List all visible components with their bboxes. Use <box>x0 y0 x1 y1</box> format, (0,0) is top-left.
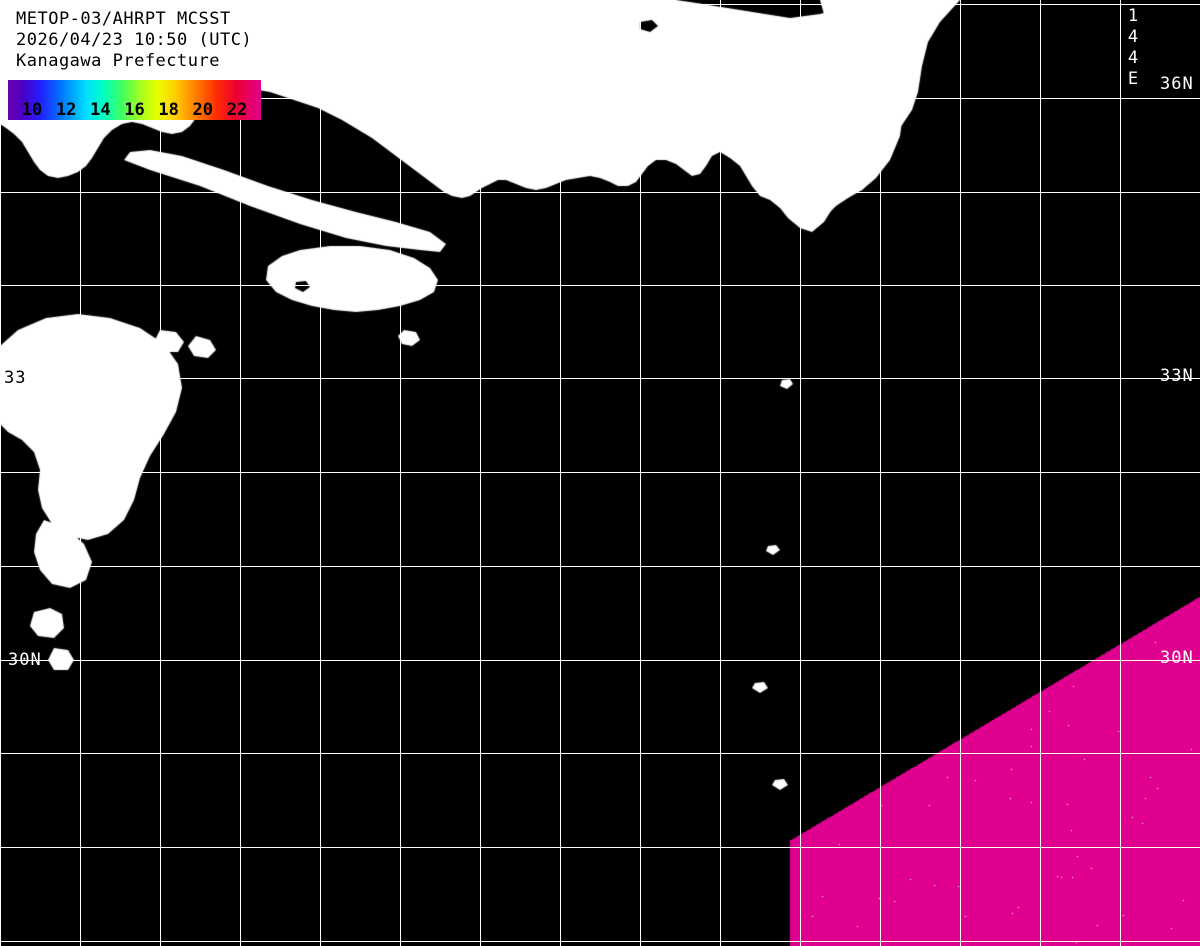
colorbar-tick-14: 14 <box>90 100 111 120</box>
gridline-parallel <box>0 753 1200 754</box>
gridline-parallel <box>0 285 1200 286</box>
gridline-meridian <box>80 0 81 946</box>
lat-label-36N-right: 36N <box>1160 74 1194 94</box>
gridline-parallel <box>0 98 1200 99</box>
gridline-meridian <box>720 0 721 946</box>
product-title-timestamp: 2026/04/23 10:50 (UTC) <box>16 30 253 50</box>
lat-label-30N-left: 30N <box>8 650 42 670</box>
gridline-meridian <box>640 0 641 946</box>
colorbar-tick-18: 18 <box>158 100 179 120</box>
gridline-meridian <box>160 0 161 946</box>
gridline-meridian <box>240 0 241 946</box>
colorbar-gradient <box>8 80 261 120</box>
colorbar-tick-labels: 10 12 14 16 18 20 22 <box>8 80 261 120</box>
temperature-colorbar: 10 12 14 16 18 20 22 <box>8 80 261 120</box>
product-title-box: METOP-03/AHRPT MCSST 2026/04/23 10:50 (U… <box>6 6 289 73</box>
lon-label-144E: 144E <box>1123 6 1143 90</box>
gridline-meridian <box>560 0 561 946</box>
gridline-parallel <box>0 566 1200 567</box>
colorbar-tick-20: 20 <box>192 100 214 120</box>
colorbar-tick-16: 16 <box>124 100 145 120</box>
lat-label-33N-right: 33N <box>1160 366 1194 386</box>
gridline-meridian <box>0 0 1 946</box>
gridline-meridian <box>800 0 801 946</box>
product-title-agency: Kanagawa Prefecture <box>16 51 220 71</box>
colorbar-tick-10: 10 <box>21 100 43 120</box>
gridline-parallel <box>0 472 1200 473</box>
lon-label-136E: 136E <box>483 6 503 90</box>
gridline-meridian <box>1120 0 1121 946</box>
gridline-parallel <box>0 660 1200 661</box>
gridline-parallel <box>0 4 1200 5</box>
gridline-parallel <box>0 941 1200 942</box>
gridline-parallel <box>0 847 1200 848</box>
lat-label-30N-right: 30N <box>1160 648 1194 668</box>
gridline-meridian <box>400 0 401 946</box>
gridline-meridian <box>880 0 881 946</box>
gridline-meridian <box>480 0 481 946</box>
product-title-sensor: METOP-03/AHRPT MCSST <box>16 9 231 29</box>
gridline-parallel <box>0 378 1200 379</box>
gridline-meridian <box>1040 0 1041 946</box>
gridline-meridian <box>960 0 961 946</box>
lat-label-33N-left: 33 <box>4 368 27 388</box>
gridline-meridian <box>320 0 321 946</box>
colorbar-tick-22: 22 <box>226 100 248 120</box>
colorbar-tick-12: 12 <box>55 100 77 120</box>
gridline-parallel <box>0 192 1200 193</box>
